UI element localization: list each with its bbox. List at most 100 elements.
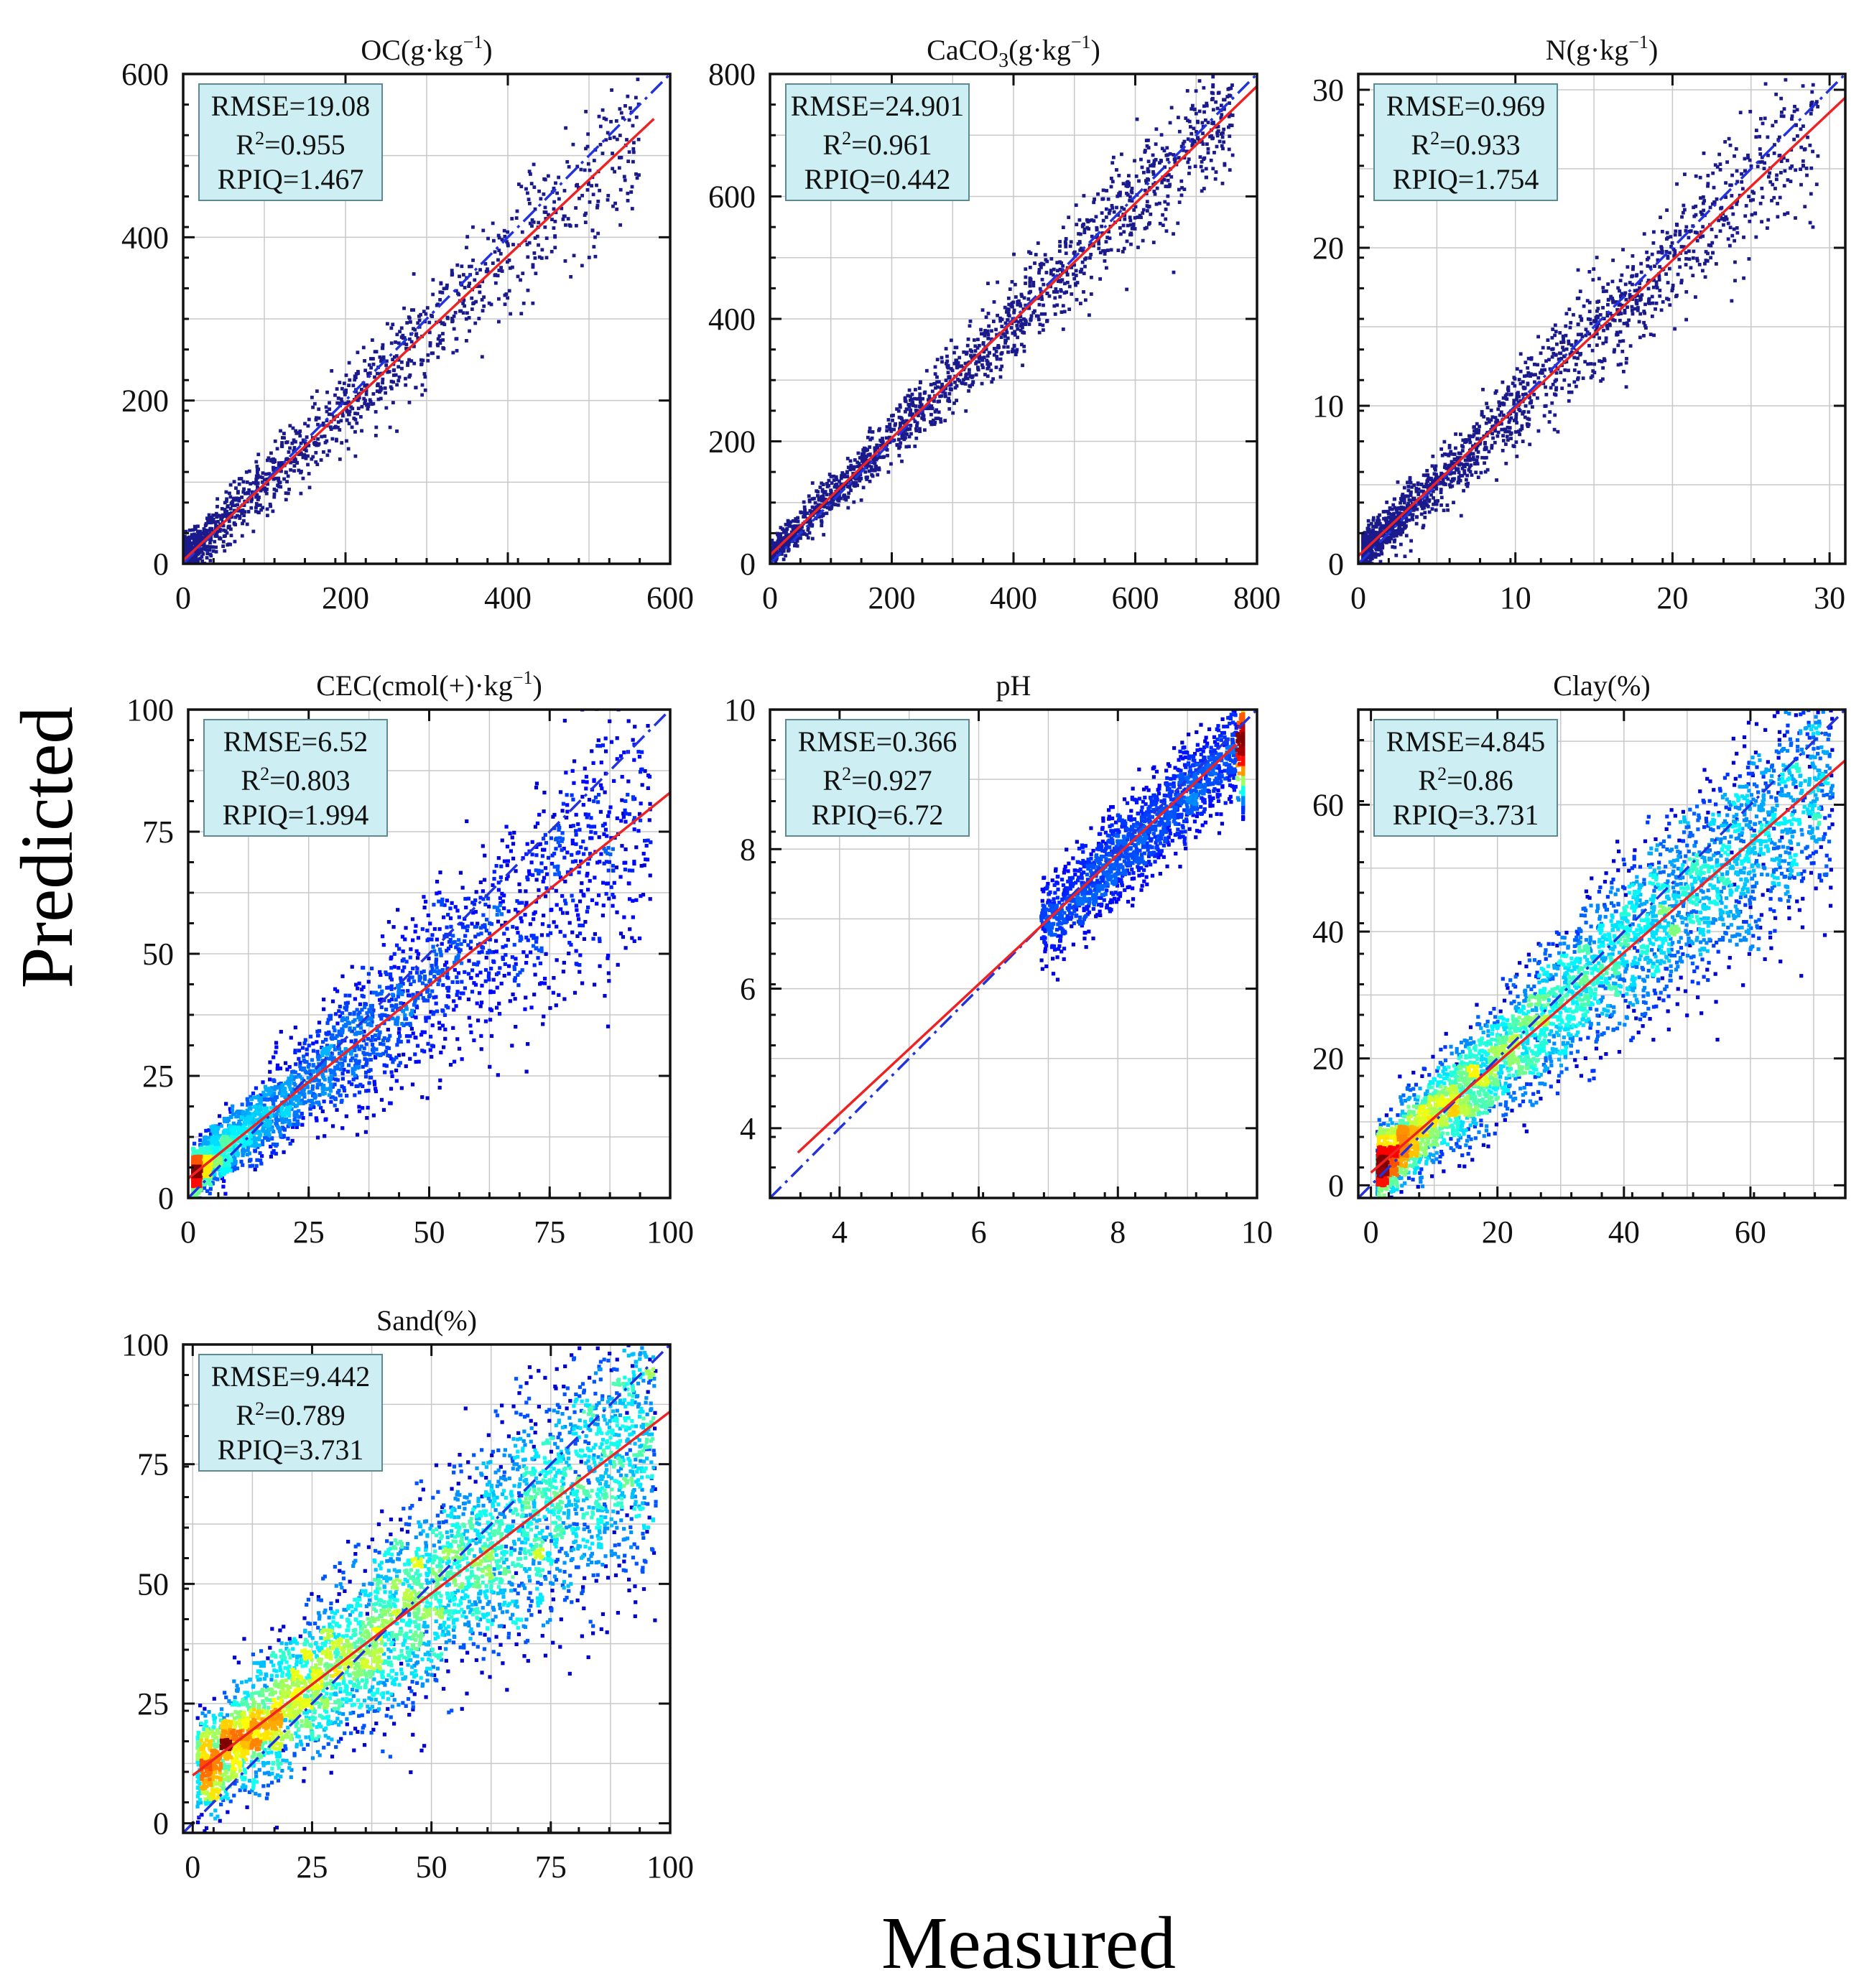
- data-point: [915, 421, 919, 425]
- data-point: [436, 356, 440, 359]
- data-point: [388, 425, 392, 429]
- data-point: [1714, 235, 1718, 238]
- data-point: [1541, 381, 1546, 386]
- data-point: [597, 694, 600, 697]
- data-point: [407, 358, 411, 362]
- data-point: [871, 458, 876, 463]
- data-point: [1471, 452, 1475, 456]
- data-point: [381, 346, 385, 350]
- data-point: [842, 475, 846, 479]
- data-point: [1509, 437, 1513, 440]
- data-point: [1647, 298, 1651, 302]
- data-point: [1587, 332, 1592, 336]
- data-point: [802, 515, 806, 519]
- data-point: [586, 132, 590, 136]
- data-point: [779, 540, 783, 544]
- x-tick-label: 30: [1814, 580, 1845, 616]
- scatter-points: [1361, 74, 1820, 564]
- data-point: [1133, 215, 1137, 220]
- data-point: [1564, 347, 1569, 351]
- data-point: [292, 464, 297, 468]
- data-point: [1726, 237, 1730, 241]
- data-point: [1529, 399, 1534, 403]
- data-point: [1608, 322, 1612, 326]
- data-point: [835, 478, 839, 482]
- data-point: [228, 524, 231, 529]
- data-point: [391, 322, 395, 327]
- data-point: [583, 220, 588, 225]
- data-point: [332, 415, 336, 419]
- data-point: [1526, 371, 1531, 375]
- data-point: [208, 541, 212, 545]
- data-point: [618, 187, 623, 192]
- data-point: [436, 337, 440, 341]
- data-point: [336, 425, 340, 429]
- data-point: [1007, 314, 1011, 318]
- data-point: [583, 213, 587, 217]
- data-point: [379, 396, 383, 401]
- data-point: [564, 223, 567, 227]
- data-point: [408, 1056, 412, 1061]
- data-point: [1419, 501, 1424, 505]
- data-point: [1226, 87, 1230, 91]
- data-point: [1436, 498, 1440, 503]
- data-point: [225, 511, 228, 515]
- data-point: [982, 356, 986, 360]
- data-point: [1552, 351, 1556, 356]
- data-point: [183, 565, 187, 569]
- data-point: [1367, 560, 1371, 564]
- data-point: [1605, 289, 1608, 293]
- data-point: [859, 476, 863, 480]
- data-point: [1013, 330, 1016, 334]
- data-point: [256, 510, 260, 514]
- data-point: [1038, 287, 1042, 291]
- stat-rpiq: RPIQ=1.754: [1393, 163, 1539, 195]
- data-point: [1514, 415, 1518, 419]
- data-point: [829, 475, 833, 478]
- data-point: [634, 96, 638, 100]
- data-point: [1457, 480, 1461, 485]
- data-point: [265, 477, 269, 481]
- data-point: [626, 198, 630, 203]
- data-point: [353, 454, 358, 458]
- data-point: [802, 508, 807, 513]
- data-point: [1602, 328, 1605, 333]
- data-point: [346, 447, 351, 451]
- data-point: [807, 499, 812, 503]
- data-point: [636, 78, 640, 81]
- data-point: [266, 458, 269, 463]
- data-point: [583, 766, 587, 771]
- data-point: [451, 350, 455, 355]
- data-point: [198, 549, 202, 552]
- data-point: [319, 458, 323, 462]
- data-point: [241, 521, 244, 526]
- data-point: [1173, 160, 1177, 164]
- data-point: [452, 327, 456, 331]
- data-point: [1003, 305, 1007, 310]
- data-point: [1202, 110, 1206, 114]
- data-point: [486, 269, 490, 274]
- data-point: [1211, 96, 1215, 101]
- data-point: [302, 452, 307, 457]
- data-point: [195, 537, 198, 541]
- data-point: [272, 487, 277, 491]
- data-point: [839, 476, 843, 480]
- data-point: [630, 207, 634, 210]
- data-point: [1043, 253, 1047, 257]
- data-point: [1761, 121, 1765, 126]
- data-point: [306, 463, 310, 467]
- data-point: [1380, 541, 1384, 545]
- data-point: [1382, 516, 1386, 521]
- data-point: [1082, 231, 1087, 235]
- data-point: [995, 355, 999, 358]
- data-point: [328, 449, 331, 453]
- data-point: [860, 456, 864, 460]
- data-point: [1003, 340, 1007, 345]
- data-point: [1613, 318, 1617, 322]
- data-point: [849, 488, 853, 493]
- data-point: [1550, 348, 1554, 351]
- data-point: [1378, 547, 1382, 552]
- data-point: [247, 488, 251, 492]
- data-point: [1794, 216, 1797, 220]
- data-point: [1072, 251, 1076, 255]
